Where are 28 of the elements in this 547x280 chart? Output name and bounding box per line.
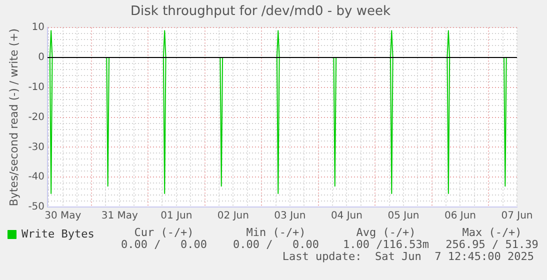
x-tick-label: 01 Jun xyxy=(160,210,192,222)
text: Cur (-/+) xyxy=(134,226,194,239)
y-tick-label: -10 xyxy=(28,82,45,93)
text: 256.95 / 51.39 xyxy=(446,238,538,251)
text: 1.00 /116.53m xyxy=(342,238,430,251)
text: Max (-/+) xyxy=(462,226,522,239)
x-tick-label: 31 May xyxy=(101,210,138,222)
y-tick-label: 10 xyxy=(32,22,45,34)
text: Avg (-/+) xyxy=(356,226,416,239)
x-tick-label: 07 Jun xyxy=(501,210,533,222)
x-tick-label: 03 Jun xyxy=(274,210,306,222)
y-tick-label: -30 xyxy=(28,142,45,153)
chart-title: Disk throughput for /dev/md0 - by week xyxy=(130,4,391,20)
y-tick-label: 0 xyxy=(38,52,45,64)
text: 0.00 / 0.00 xyxy=(120,238,208,251)
x-tick-label: 04 Jun xyxy=(330,210,362,222)
x-tick-label: 05 Jun xyxy=(388,210,420,222)
text: 0.00 / 0.00 xyxy=(232,238,320,251)
y-tick-label: -40 xyxy=(28,172,45,183)
legend-label: Write Bytes xyxy=(22,227,94,240)
x-tick-label: 06 Jun xyxy=(444,210,476,222)
x-tick-label: 30 May xyxy=(44,210,82,222)
x-tick-label: 02 Jun xyxy=(217,210,249,222)
y-tick-label: -20 xyxy=(28,112,45,123)
y-axis-title: Bytes/second read (-) / write (+) xyxy=(7,28,20,206)
y-tick-label: -50 xyxy=(28,202,45,213)
text: Min (-/+) xyxy=(246,226,306,239)
text: Last update: Sat Jun 7 12:45:00 2025 xyxy=(282,250,534,263)
